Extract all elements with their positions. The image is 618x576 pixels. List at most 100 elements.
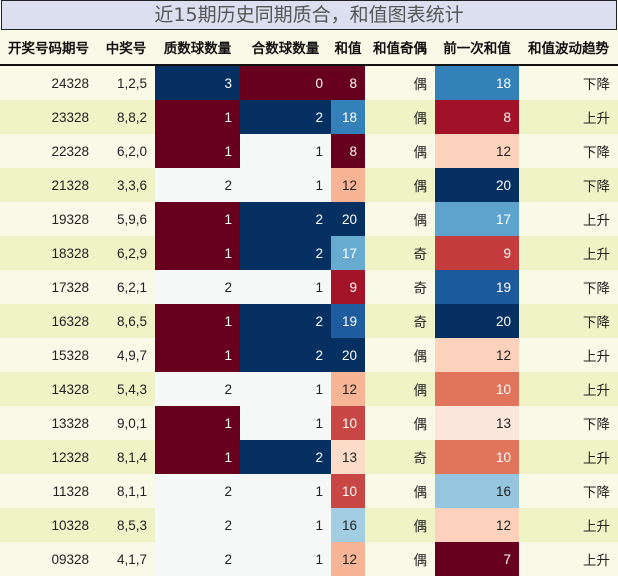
cell-prime-count: 1 [155,100,240,134]
cell-sum: 17 [331,236,365,270]
cell-numbers: 8,1,4 [97,440,155,474]
cell-issue: 17328 [0,270,97,304]
table-row: 24328 1,2,5 3 0 8 偶 18 下降 [0,65,618,100]
cell-issue: 13328 [0,406,97,440]
cell-sum: 12 [331,542,365,576]
cell-sum: 8 [331,134,365,168]
cell-issue: 21328 [0,168,97,202]
cell-composite-count: 1 [240,372,331,406]
table-row: 09328 4,1,7 2 1 12 偶 7 上升 [0,542,618,576]
cell-issue: 16328 [0,304,97,338]
cell-numbers: 4,9,7 [97,338,155,372]
cell-prev-sum: 7 [435,542,519,576]
table-row: 16328 8,6,5 1 2 19 奇 20 下降 [0,304,618,338]
cell-composite-count: 2 [240,304,331,338]
col-header-numbers[interactable]: 中奖号 [97,30,155,66]
cell-numbers: 6,2,1 [97,270,155,304]
cell-prev-sum: 16 [435,474,519,508]
cell-composite-count: 1 [240,474,331,508]
cell-sum: 12 [331,168,365,202]
cell-sum-parity: 奇 [365,304,435,338]
cell-sum-trend: 上升 [519,338,618,372]
cell-sum-parity: 偶 [365,202,435,236]
cell-numbers: 8,1,1 [97,474,155,508]
cell-prev-sum: 12 [435,134,519,168]
table-row: 21328 3,3,6 2 1 12 偶 20 下降 [0,168,618,202]
col-header-prev-sum[interactable]: 前一次和值 [435,30,519,66]
col-header-issue[interactable]: 开奖号码期号 [0,30,97,66]
col-header-sum-parity[interactable]: 和值奇偶 [365,30,435,66]
cell-composite-count: 1 [240,542,331,576]
table-row: 13328 9,0,1 1 1 10 偶 13 下降 [0,406,618,440]
col-header-prime-count[interactable]: 质数球数量 [155,30,240,66]
cell-prev-sum: 9 [435,236,519,270]
cell-sum-trend: 上升 [519,508,618,542]
col-header-sum[interactable]: 和值 [331,30,365,66]
cell-sum-parity: 偶 [365,542,435,576]
cell-sum-trend: 下降 [519,65,618,100]
cell-prev-sum: 17 [435,202,519,236]
cell-prime-count: 2 [155,542,240,576]
cell-sum-trend: 下降 [519,134,618,168]
cell-prime-count: 1 [155,304,240,338]
cell-sum-trend: 上升 [519,100,618,134]
table-row: 19328 5,9,6 1 2 20 偶 17 上升 [0,202,618,236]
col-header-composite-count[interactable]: 合数球数量 [240,30,331,66]
cell-sum-parity: 偶 [365,100,435,134]
cell-sum: 18 [331,100,365,134]
cell-prime-count: 3 [155,65,240,100]
cell-prev-sum: 18 [435,65,519,100]
cell-sum-parity: 偶 [365,406,435,440]
cell-prime-count: 2 [155,508,240,542]
cell-sum-trend: 下降 [519,304,618,338]
cell-sum-trend: 下降 [519,474,618,508]
cell-prime-count: 1 [155,134,240,168]
cell-prime-count: 1 [155,202,240,236]
cell-issue: 11328 [0,474,97,508]
cell-composite-count: 1 [240,406,331,440]
cell-prime-count: 2 [155,372,240,406]
cell-sum-trend: 下降 [519,270,618,304]
table-row: 11328 8,1,1 2 1 10 偶 16 下降 [0,474,618,508]
table-row: 23328 8,8,2 1 2 18 偶 8 上升 [0,100,618,134]
cell-sum-parity: 奇 [365,440,435,474]
cell-sum-trend: 上升 [519,440,618,474]
cell-prev-sum: 20 [435,168,519,202]
cell-sum: 20 [331,202,365,236]
cell-sum-parity: 奇 [365,270,435,304]
cell-numbers: 4,1,7 [97,542,155,576]
cell-numbers: 1,2,5 [97,65,155,100]
cell-issue: 10328 [0,508,97,542]
cell-sum-trend: 上升 [519,372,618,406]
cell-numbers: 5,9,6 [97,202,155,236]
cell-sum-parity: 偶 [365,65,435,100]
cell-prev-sum: 20 [435,304,519,338]
cell-sum: 12 [331,372,365,406]
cell-composite-count: 2 [240,338,331,372]
cell-prime-count: 1 [155,440,240,474]
cell-issue: 14328 [0,372,97,406]
cell-sum: 8 [331,65,365,100]
cell-composite-count: 2 [240,440,331,474]
cell-prime-count: 2 [155,270,240,304]
cell-prime-count: 1 [155,236,240,270]
table-row: 12328 8,1,4 1 2 13 奇 10 上升 [0,440,618,474]
cell-sum: 13 [331,440,365,474]
cell-sum-parity: 偶 [365,474,435,508]
table-row: 17328 6,2,1 2 1 9 奇 19 下降 [0,270,618,304]
cell-numbers: 3,3,6 [97,168,155,202]
table-row: 14328 5,4,3 2 1 12 偶 10 上升 [0,372,618,406]
cell-sum-parity: 偶 [365,338,435,372]
cell-issue: 09328 [0,542,97,576]
cell-composite-count: 1 [240,508,331,542]
cell-prev-sum: 10 [435,440,519,474]
cell-composite-count: 1 [240,168,331,202]
table-row: 15328 4,9,7 1 2 20 偶 12 上升 [0,338,618,372]
col-header-sum-trend[interactable]: 和值波动趋势 [519,30,618,66]
cell-issue: 18328 [0,236,97,270]
cell-numbers: 8,5,3 [97,508,155,542]
cell-issue: 12328 [0,440,97,474]
cell-numbers: 8,6,5 [97,304,155,338]
cell-numbers: 6,2,9 [97,236,155,270]
cell-sum-parity: 奇 [365,236,435,270]
